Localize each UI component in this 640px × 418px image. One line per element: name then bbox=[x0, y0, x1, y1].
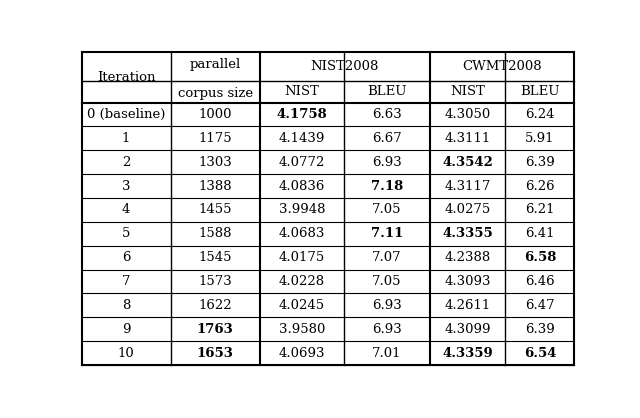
Text: 7.07: 7.07 bbox=[372, 251, 402, 264]
Text: 1653: 1653 bbox=[197, 347, 234, 359]
Text: CWMT2008: CWMT2008 bbox=[462, 60, 542, 73]
Text: 6.26: 6.26 bbox=[525, 180, 555, 193]
Text: 4.3542: 4.3542 bbox=[442, 155, 493, 169]
Text: 4.0683: 4.0683 bbox=[279, 227, 325, 240]
Text: NIST: NIST bbox=[285, 85, 319, 98]
Text: 6.63: 6.63 bbox=[372, 108, 402, 121]
Text: 1763: 1763 bbox=[197, 323, 234, 336]
Text: 1388: 1388 bbox=[198, 180, 232, 193]
Text: 6.67: 6.67 bbox=[372, 132, 402, 145]
Text: corpus size: corpus size bbox=[178, 87, 253, 100]
Text: 4.1758: 4.1758 bbox=[276, 108, 328, 121]
Text: parallel: parallel bbox=[189, 58, 241, 71]
Text: 4.1439: 4.1439 bbox=[279, 132, 325, 145]
Text: 4.0245: 4.0245 bbox=[279, 299, 325, 312]
Text: 4.3117: 4.3117 bbox=[444, 180, 491, 193]
Text: 4.3093: 4.3093 bbox=[444, 275, 491, 288]
Text: 6.24: 6.24 bbox=[525, 108, 555, 121]
Text: 4: 4 bbox=[122, 204, 131, 217]
Text: 0 (baseline): 0 (baseline) bbox=[87, 108, 165, 121]
Text: 6.54: 6.54 bbox=[524, 347, 556, 359]
Text: 6.47: 6.47 bbox=[525, 299, 555, 312]
Text: 4.2611: 4.2611 bbox=[444, 299, 491, 312]
Text: 4.2388: 4.2388 bbox=[444, 251, 491, 264]
Text: 4.3355: 4.3355 bbox=[442, 227, 493, 240]
Text: 4.0772: 4.0772 bbox=[279, 155, 325, 169]
Text: 5.91: 5.91 bbox=[525, 132, 555, 145]
Text: 4.3359: 4.3359 bbox=[442, 347, 493, 359]
Text: 2: 2 bbox=[122, 155, 131, 169]
Text: 6.39: 6.39 bbox=[525, 155, 555, 169]
Text: 7.05: 7.05 bbox=[372, 275, 402, 288]
Text: 1545: 1545 bbox=[198, 251, 232, 264]
Text: 3.9580: 3.9580 bbox=[279, 323, 325, 336]
Text: 6: 6 bbox=[122, 251, 131, 264]
Text: 8: 8 bbox=[122, 299, 131, 312]
Text: 1: 1 bbox=[122, 132, 131, 145]
Text: BLEU: BLEU bbox=[367, 85, 406, 98]
Text: 4.0175: 4.0175 bbox=[279, 251, 325, 264]
Text: 9: 9 bbox=[122, 323, 131, 336]
Text: 4.0228: 4.0228 bbox=[279, 275, 325, 288]
Text: 6.39: 6.39 bbox=[525, 323, 555, 336]
Text: 6.21: 6.21 bbox=[525, 204, 555, 217]
Text: 1303: 1303 bbox=[198, 155, 232, 169]
Text: NIST: NIST bbox=[450, 85, 485, 98]
Text: 7: 7 bbox=[122, 275, 131, 288]
Text: 5: 5 bbox=[122, 227, 131, 240]
Text: 1455: 1455 bbox=[198, 204, 232, 217]
Text: 6.58: 6.58 bbox=[524, 251, 556, 264]
Text: BLEU: BLEU bbox=[520, 85, 560, 98]
Text: 6.93: 6.93 bbox=[372, 155, 402, 169]
Text: 10: 10 bbox=[118, 347, 134, 359]
Text: 6.41: 6.41 bbox=[525, 227, 555, 240]
Text: 7.05: 7.05 bbox=[372, 204, 402, 217]
Text: 1573: 1573 bbox=[198, 275, 232, 288]
Text: 6.93: 6.93 bbox=[372, 323, 402, 336]
Text: 1588: 1588 bbox=[198, 227, 232, 240]
Text: 4.0275: 4.0275 bbox=[444, 204, 491, 217]
Text: 3: 3 bbox=[122, 180, 131, 193]
Text: 1000: 1000 bbox=[198, 108, 232, 121]
Text: 4.3099: 4.3099 bbox=[444, 323, 491, 336]
Text: 6.93: 6.93 bbox=[372, 299, 402, 312]
Text: 7.11: 7.11 bbox=[371, 227, 403, 240]
Text: 7.18: 7.18 bbox=[371, 180, 403, 193]
Text: Iteration: Iteration bbox=[97, 71, 156, 84]
Text: 4.0693: 4.0693 bbox=[279, 347, 325, 359]
Text: 4.3111: 4.3111 bbox=[444, 132, 491, 145]
Text: 3.9948: 3.9948 bbox=[279, 204, 325, 217]
Text: 4.3050: 4.3050 bbox=[444, 108, 491, 121]
Text: 6.46: 6.46 bbox=[525, 275, 555, 288]
Text: 1622: 1622 bbox=[198, 299, 232, 312]
Text: 1175: 1175 bbox=[198, 132, 232, 145]
Text: 7.01: 7.01 bbox=[372, 347, 402, 359]
Text: 4.0836: 4.0836 bbox=[279, 180, 325, 193]
Text: NIST2008: NIST2008 bbox=[310, 60, 379, 73]
